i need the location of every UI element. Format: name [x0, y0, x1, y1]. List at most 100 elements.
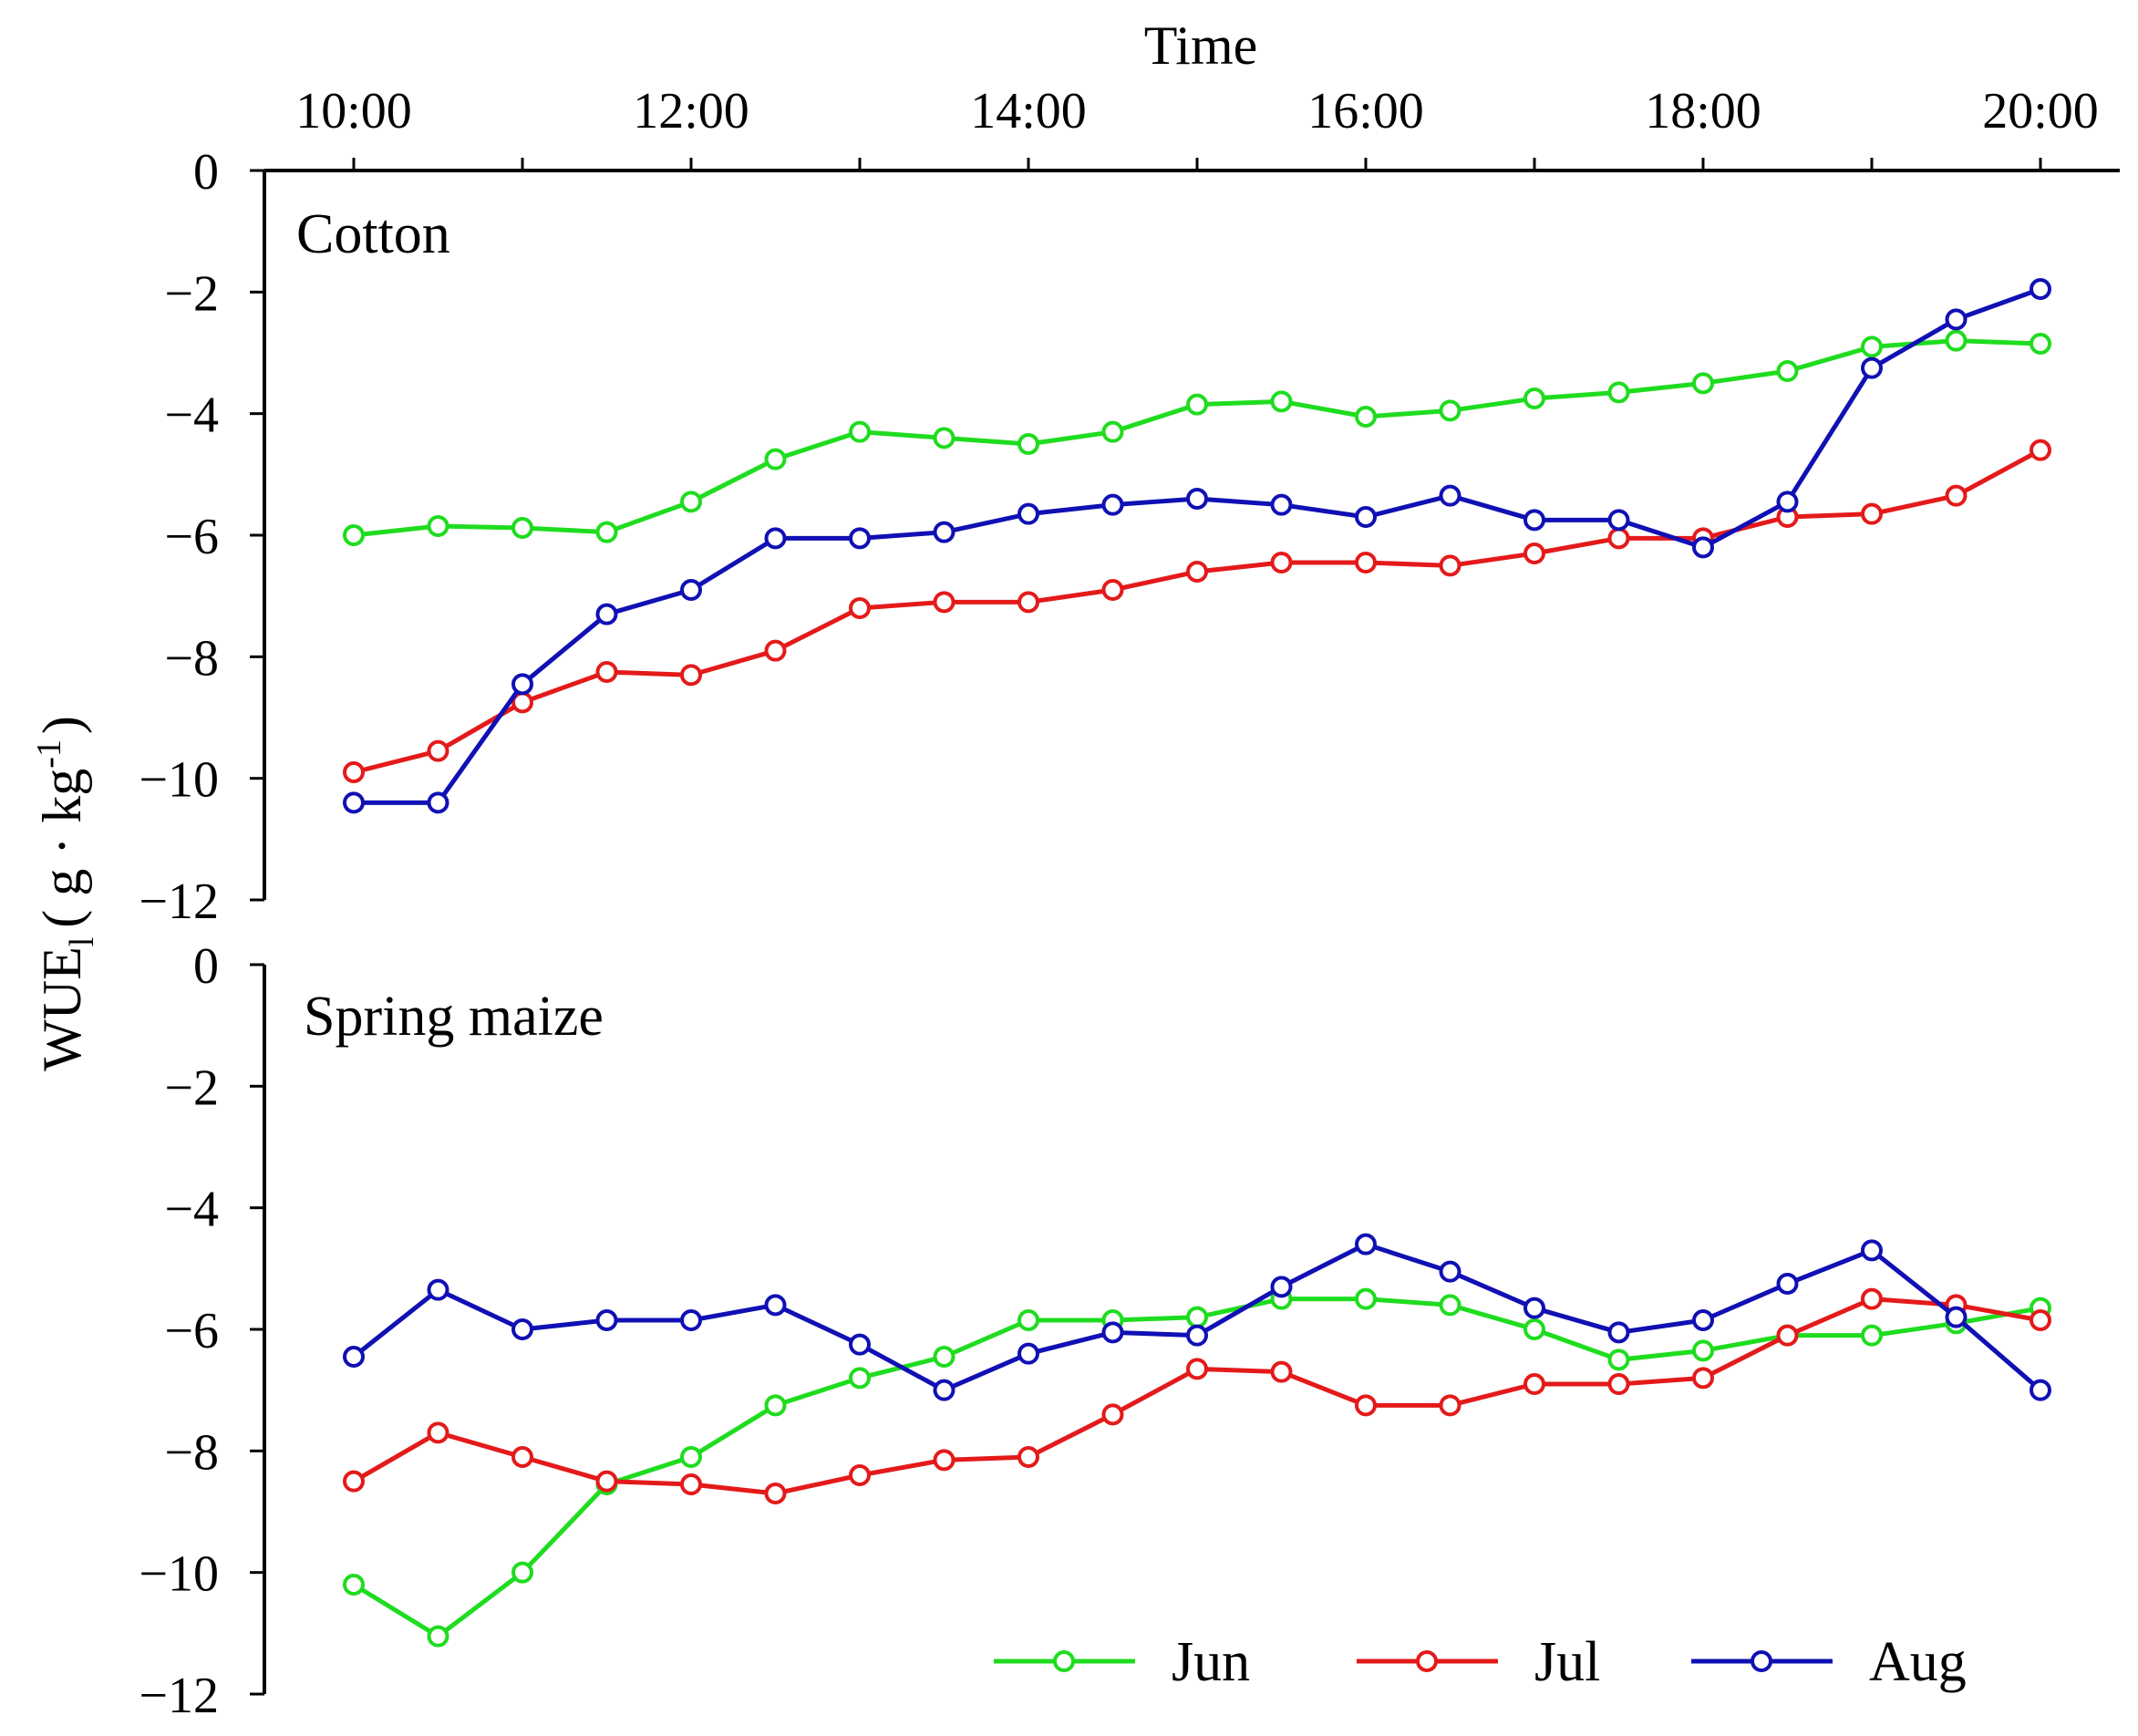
data-point-jul	[427, 739, 449, 762]
data-point-jul	[680, 1473, 702, 1495]
data-point-jul	[343, 1470, 365, 1493]
data-point-aug	[764, 1294, 787, 1317]
data-point-aug	[764, 527, 787, 550]
data-point-jun	[427, 515, 449, 537]
data-point-aug	[343, 1346, 365, 1368]
series-jul	[343, 1287, 2051, 1504]
data-point-jul	[1017, 591, 1039, 614]
x-tick-label: 10:00	[295, 83, 412, 140]
y-tick-label: −4	[164, 388, 219, 444]
panel-label: Spring maize	[304, 986, 604, 1048]
data-point-aug	[1523, 509, 1545, 532]
data-point-jun	[1439, 1294, 1461, 1317]
data-point-jul	[1186, 1358, 1208, 1380]
y-tick-label: −6	[164, 509, 219, 565]
data-point-jun	[1523, 1318, 1545, 1340]
data-point-jul	[933, 1449, 955, 1472]
data-point-jun	[1101, 420, 1124, 443]
data-point-jun	[849, 1367, 871, 1390]
y-tick-label: −10	[139, 1546, 219, 1603]
data-point-jul	[849, 597, 871, 619]
data-point-jun	[1607, 381, 1630, 404]
series-jun	[343, 1287, 2051, 1648]
data-point-aug	[1101, 493, 1124, 516]
data-point-jul	[1692, 1367, 1714, 1390]
data-point-aug	[1523, 1297, 1545, 1319]
data-point-aug	[2030, 278, 2051, 300]
data-point-aug	[1439, 1260, 1461, 1283]
data-point-jul	[1607, 1373, 1630, 1395]
data-point-aug	[427, 1278, 449, 1301]
data-point-aug	[2030, 1379, 2051, 1401]
panel-spring-maize: 0 −2 −4 −6 −8 −10 −12 Spring maize	[139, 938, 2051, 1724]
y-axis-title-subscript: l	[63, 937, 101, 947]
x-tick-label: 20:00	[1982, 83, 2099, 140]
y-axis-title-exponent: -1	[30, 739, 68, 769]
data-point-jul	[764, 1483, 787, 1504]
y-tick-label: −8	[164, 1424, 219, 1481]
data-point-jun	[1186, 393, 1208, 416]
data-point-aug	[343, 791, 365, 814]
data-point-aug	[849, 527, 871, 550]
data-point-jun	[1355, 1287, 1377, 1310]
y-axis-title-main: WUE	[32, 946, 92, 1071]
data-point-aug	[1270, 493, 1293, 516]
y-tick-label: −6	[164, 1303, 219, 1359]
data-point-jul	[1017, 1446, 1039, 1468]
data-point-aug	[1945, 1306, 1968, 1328]
y-tick-label: −12	[139, 1668, 219, 1724]
data-point-jun	[1692, 372, 1714, 395]
data-point-jul	[343, 761, 365, 783]
data-point-jun	[2030, 333, 2051, 355]
x-tick-label: 14:00	[970, 83, 1087, 140]
data-point-jun	[1270, 390, 1293, 413]
data-point-aug	[1607, 509, 1630, 532]
data-point-aug	[1861, 1239, 1883, 1262]
data-point-jul	[1101, 1403, 1124, 1426]
data-point-jul	[1861, 1287, 1883, 1310]
legend-marker	[1053, 1650, 1075, 1672]
data-point-aug	[1692, 536, 1714, 559]
data-point-aug	[511, 673, 533, 696]
data-point-jun	[680, 1446, 702, 1468]
data-point-jul	[933, 591, 955, 614]
data-point-jun	[1355, 406, 1377, 428]
data-point-aug	[1186, 488, 1208, 510]
data-point-aug	[1186, 1324, 1208, 1347]
data-point-jun	[1607, 1348, 1630, 1371]
data-point-aug	[1692, 1309, 1714, 1331]
data-point-aug	[1270, 1276, 1293, 1298]
series-aug	[343, 1233, 2051, 1401]
legend-label: Jul	[1534, 1631, 1600, 1693]
data-point-jun	[680, 491, 702, 513]
y-tick-label: −10	[139, 752, 219, 809]
legend: Jun Jul Aug	[994, 1631, 1967, 1693]
data-point-jul	[1776, 1324, 1799, 1347]
data-point-jul	[511, 1446, 533, 1468]
series-line-jun	[352, 1297, 2041, 1639]
data-point-aug	[1776, 491, 1799, 513]
y-tick-label: 0	[193, 938, 219, 995]
data-point-jul	[680, 664, 702, 687]
data-point-jul	[1607, 527, 1630, 550]
y-tick-label: 0	[193, 144, 219, 201]
data-point-aug	[680, 1309, 702, 1331]
data-point-aug	[511, 1318, 533, 1340]
y-axis-title-units: ( g · kg	[32, 769, 92, 928]
data-point-jun	[1692, 1339, 1714, 1362]
data-point-jun	[343, 1574, 365, 1596]
data-point-jul	[849, 1464, 871, 1486]
data-point-jun	[933, 1346, 955, 1368]
x-tick-label: 16:00	[1307, 83, 1424, 140]
data-point-jul	[2030, 439, 2051, 461]
svg-text:WUEl( g · kg-1): WUEl ( g · kg-1)	[30, 716, 101, 1071]
series-jun	[343, 329, 2051, 546]
data-point-aug	[1355, 1233, 1377, 1256]
y-axis-title: WUEl ( g · kg-1)	[30, 716, 101, 1071]
x-axis-title: Time	[1144, 16, 1258, 76]
data-point-jun	[933, 427, 955, 450]
data-point-jun	[1861, 336, 1883, 358]
data-point-aug	[427, 791, 449, 814]
legend-marker	[1751, 1650, 1772, 1672]
data-point-aug	[1439, 484, 1461, 507]
